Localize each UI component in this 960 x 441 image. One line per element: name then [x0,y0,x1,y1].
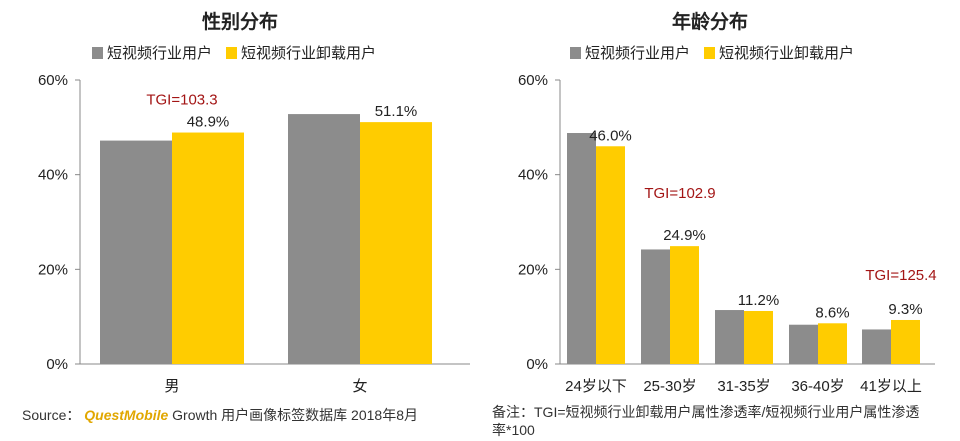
x-tick-label: 25-30岁 [643,378,696,395]
x-tick-label: 24岁以下 [565,378,627,395]
x-tick-label: 男 [164,378,179,395]
bar-series2 [670,246,699,364]
source-brand-logo: QuestMobile [84,407,169,423]
y-tick-label: 0% [46,356,68,373]
legend-label: 短视频行业用户 [107,45,212,62]
x-tick-label: 31-35岁 [717,378,770,395]
y-tick-label: 20% [518,261,548,278]
bar-series1 [715,310,744,364]
tgi-annotation: TGI=125.4 [865,267,936,284]
tgi-note: 备注：TGI=短视频行业卸载用户属性渗透率/短视频行业用户属性渗透率*100 [492,404,920,438]
chart-title: 年龄分布 [672,10,748,33]
bar-series1 [288,114,360,364]
bar-series2 [360,122,432,364]
bar-series1 [789,324,818,364]
bar-series1 [567,133,596,364]
bar-series1 [100,140,172,364]
data-label: 46.0% [589,127,632,144]
bar-series2 [818,323,847,364]
legend-label: 短视频行业卸载用户 [719,45,854,62]
data-label: 8.6% [815,304,849,321]
source-line: Source： QuestMobile Growth 用户画像标签数据库 201… [22,405,418,425]
bar-series2 [744,310,773,364]
data-label: 11.2% [738,292,779,309]
source-prefix: Source： [22,407,81,423]
data-label: 24.9% [663,227,706,244]
bar-series1 [641,249,670,364]
legend-label: 短视频行业用户 [585,45,690,62]
bar-series2 [891,319,920,364]
x-tick-label: 36-40岁 [791,378,844,395]
y-tick-label: 40% [38,167,68,184]
legend-label: 短视频行业卸载用户 [241,45,376,62]
legend-swatch [704,47,715,59]
data-label: 51.1% [375,103,418,120]
bar-series2 [596,146,625,364]
y-tick-label: 60% [518,72,548,89]
y-tick-label: 40% [518,167,548,184]
tgi-annotation: TGI=103.3 [146,92,217,109]
data-label: 9.3% [888,301,922,318]
legend-swatch [570,47,581,59]
data-label: 48.9% [187,114,230,131]
y-tick-label: 60% [38,72,68,89]
legend-swatch [226,47,237,59]
tgi-annotation: TGI=102.9 [644,185,715,202]
x-tick-label: 女 [352,377,367,395]
chart-title: 性别分布 [202,10,278,33]
legend-swatch [92,47,103,59]
y-tick-label: 20% [38,261,68,278]
bar-series2 [172,132,244,364]
y-tick-label: 0% [526,356,548,373]
bar-series1 [862,329,891,364]
x-tick-label: 41岁以上 [860,378,922,395]
source-text: Growth 用户画像标签数据库 2018年8月 [172,407,418,423]
